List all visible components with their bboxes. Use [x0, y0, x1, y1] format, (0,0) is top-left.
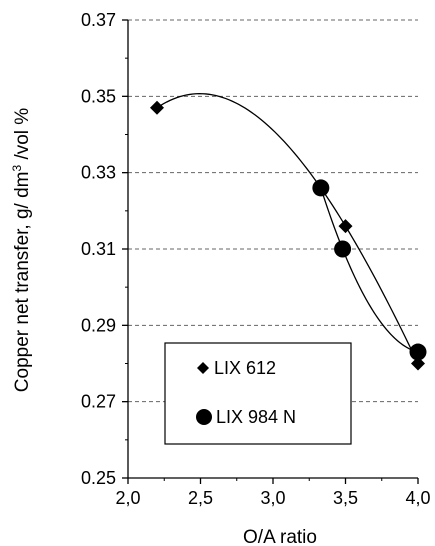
legend-circle-marker [196, 409, 212, 425]
data-point-diamond [411, 356, 425, 371]
data-point-diamond [338, 219, 353, 234]
y-axis-title-unit: /vol % [12, 108, 33, 165]
grid-lines [128, 19, 418, 403]
legend-label-lix-984n: LIX 984 N [216, 407, 296, 427]
y-axis-title: Copper net transfer, g/ dm3 /vol % [10, 108, 33, 393]
x-tick-label: 3,0 [260, 488, 285, 508]
data-point-circle [312, 179, 330, 197]
trend-curve-series-0 [156, 93, 419, 364]
legend: LIX 612 LIX 984 N [164, 342, 352, 445]
data-point-diamond [150, 100, 164, 115]
legend-diamond-marker [197, 362, 209, 374]
trend-curves [156, 93, 419, 364]
x-axis-title: O/A ratio [243, 527, 317, 546]
y-tick-label: 0.25 [81, 468, 116, 488]
data-point-circle [334, 240, 352, 258]
x-tick-label: 3,5 [333, 488, 358, 508]
y-tick-label: 0.27 [81, 392, 116, 412]
x-tick-label: 4,0 [405, 488, 430, 508]
y-tick-label: 0.29 [81, 315, 116, 335]
trend-curve-series-1 [320, 187, 419, 353]
y-axis-title-main: Copper net transfer, g/ dm [12, 171, 33, 392]
y-tick-label: 0.33 [81, 163, 116, 183]
axis-ticks: 0.25 0.27 0.29 0.31 0.33 0.35 0.37 2,0 2,5 3,0 3,5… [81, 10, 431, 508]
data-points [150, 100, 427, 371]
y-tick-label: 0.35 [81, 86, 116, 106]
y-tick-label: 0.31 [81, 239, 116, 259]
y-tick-label: 0.37 [81, 10, 116, 30]
legend-box [164, 342, 352, 445]
y-axis-title-superscript: 3 [10, 164, 24, 171]
data-point-circle [409, 343, 427, 361]
x-tick-label: 2,0 [115, 488, 140, 508]
legend-label-lix-612: LIX 612 [214, 358, 276, 378]
x-tick-label: 2,5 [188, 488, 213, 508]
